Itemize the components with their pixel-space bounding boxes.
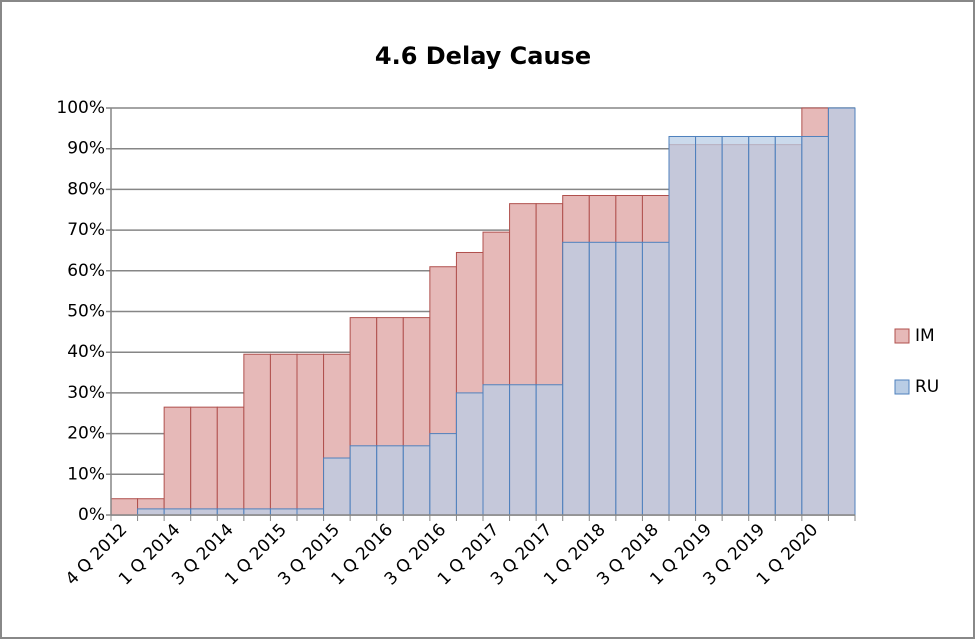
y-tick-label: 70%	[67, 220, 105, 240]
bar	[163, 406, 192, 516]
bar	[641, 241, 670, 516]
bar	[615, 241, 643, 516]
bar	[482, 384, 511, 516]
y-tick-label: 100%	[56, 98, 105, 118]
bar	[668, 135, 697, 516]
bar	[216, 406, 245, 516]
bar	[588, 241, 617, 516]
bar	[429, 433, 457, 516]
bar	[535, 384, 564, 516]
y-tick-label: 90%	[67, 139, 105, 159]
bar	[562, 241, 590, 516]
bar	[721, 135, 750, 516]
y-tick-label: 30%	[67, 383, 105, 403]
bar	[243, 508, 271, 516]
legend-swatch	[894, 379, 910, 395]
y-tick-label: 10%	[67, 464, 105, 484]
chart-title: 4.6 Delay Cause	[375, 42, 591, 70]
bar	[190, 508, 218, 516]
bar	[296, 353, 325, 516]
legend-label: IM	[915, 326, 935, 346]
y-tick-label: 50%	[67, 302, 105, 322]
legend-label: RU	[915, 377, 939, 397]
y-tick-label: 20%	[67, 424, 105, 444]
bar	[509, 384, 537, 516]
bar	[376, 445, 404, 516]
bar	[801, 135, 829, 516]
bar	[110, 498, 139, 516]
bar	[243, 353, 271, 516]
bar	[748, 135, 776, 516]
legend-swatch	[894, 328, 910, 344]
bar	[216, 508, 245, 516]
bar	[402, 445, 431, 516]
y-tick-label: 80%	[67, 179, 105, 199]
bar	[163, 508, 192, 516]
bar	[323, 457, 351, 516]
bar	[349, 445, 378, 516]
bar	[190, 406, 218, 516]
bar	[296, 508, 325, 516]
bar	[695, 135, 723, 516]
bar	[137, 508, 165, 516]
y-tick-label: 0%	[78, 505, 105, 525]
bar	[827, 107, 856, 516]
y-tick-label: 40%	[67, 342, 105, 362]
bar	[269, 353, 298, 516]
bar	[774, 135, 803, 516]
bar	[269, 508, 298, 516]
y-tick-label: 60%	[67, 261, 105, 281]
bar	[455, 392, 484, 516]
